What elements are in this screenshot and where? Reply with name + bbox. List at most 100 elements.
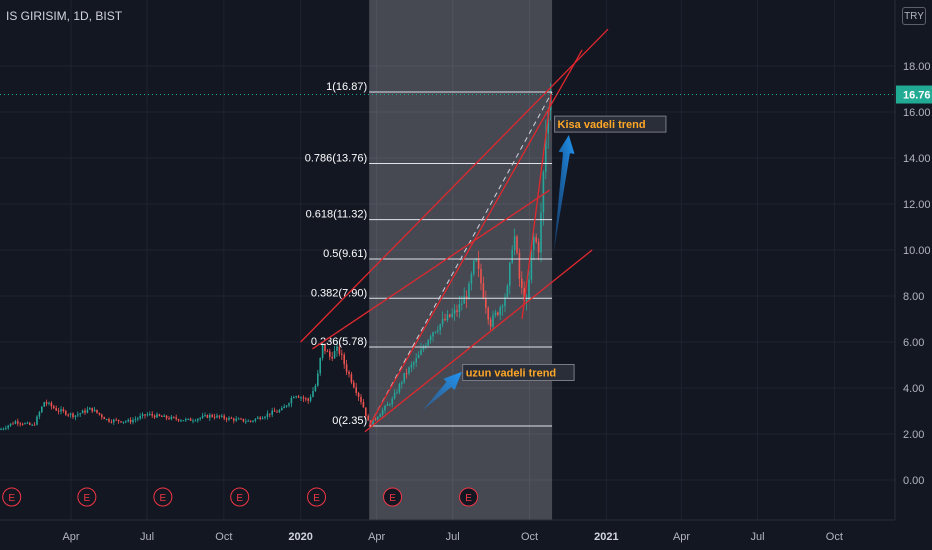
trend-annotations[interactable]: Kisa vadeli trend uzun vadeli trend — [462, 115, 667, 381]
candle-body — [422, 347, 425, 350]
earnings-event-marker[interactable] — [459, 487, 479, 507]
long-term-trend-arrow[interactable] — [421, 371, 462, 411]
candle-body — [139, 416, 141, 419]
earnings-event-marker[interactable] — [153, 487, 173, 507]
candle-body — [441, 318, 444, 325]
candle-body — [530, 249, 533, 280]
currency-button[interactable]: TRY — [902, 7, 926, 25]
short-term-trend-label-box[interactable] — [554, 115, 667, 133]
candle-body — [194, 420, 197, 422]
candle-body — [163, 415, 165, 417]
candle-body — [415, 358, 417, 363]
fib-level-label[interactable]: 0.618(11.32) — [306, 209, 368, 221]
long-term-trend-label-box[interactable] — [462, 364, 575, 381]
candle-body — [393, 392, 396, 399]
trend-arrows[interactable] — [421, 135, 575, 411]
fib-level-label[interactable]: 0(2.35) — [332, 415, 367, 427]
candle-body — [7, 425, 9, 428]
earnings-event-label[interactable]: E — [389, 493, 396, 504]
fib-level-label[interactable]: 0.382(7.90) — [311, 287, 367, 299]
candle-body — [141, 414, 144, 417]
candle-body — [24, 423, 26, 425]
earnings-event-label[interactable]: E — [236, 493, 243, 504]
candlestick-series — [0, 83, 552, 431]
candle-body — [26, 422, 29, 424]
candle-body — [271, 410, 273, 415]
candle-body — [501, 306, 504, 308]
x-tick-label: 2021 — [594, 531, 618, 543]
candle-body — [540, 212, 542, 253]
candle-body — [245, 421, 247, 423]
candle-body — [5, 427, 7, 429]
candle-body — [391, 398, 393, 405]
candle-body — [168, 418, 170, 420]
candle-body — [312, 390, 314, 397]
candle-body — [153, 415, 156, 418]
fib-level-label[interactable]: 0.236(5.78) — [311, 336, 367, 348]
short-term-trend-arrow[interactable] — [553, 135, 575, 253]
earnings-event-label[interactable]: E — [84, 493, 91, 504]
candle-body — [156, 414, 158, 418]
trend-line[interactable] — [300, 28, 609, 343]
fibonacci-retracement[interactable]: 1(16.87) 0.786(13.76) 0.618(11.32) 0.5(9.61… — [305, 81, 553, 427]
y-tick-label: 10.00 — [903, 245, 931, 257]
earnings-event-marker[interactable] — [230, 487, 250, 507]
candle-body — [377, 417, 379, 420]
candle-body — [470, 274, 473, 284]
candle-body — [449, 314, 451, 317]
earnings-event-label[interactable]: E — [313, 493, 320, 504]
trend-line[interactable] — [521, 93, 552, 320]
candle-body — [29, 422, 31, 425]
symbol-title[interactable]: IS GIRISIM, 1D, BIST — [6, 9, 123, 23]
earnings-event-label[interactable]: E — [8, 493, 15, 504]
candle-body — [180, 420, 182, 422]
candle-body — [182, 420, 185, 422]
candle-body — [324, 343, 326, 352]
candle-body — [485, 297, 487, 308]
trend-line[interactable] — [364, 249, 593, 433]
candle-body — [549, 97, 552, 111]
candle-body — [259, 417, 261, 420]
candle-body — [288, 403, 290, 406]
x-tick-label: Oct — [826, 531, 843, 543]
trend-lines[interactable] — [300, 28, 609, 433]
short-term-trend-label[interactable]: Kisa vadeli trend — [558, 119, 646, 131]
time-axis[interactable]: Apr Jul Oct 2020 Apr Jul Oct 2021 Apr Jul Oct — [0, 519, 895, 543]
candle-body — [518, 252, 521, 279]
earnings-event-marker[interactable] — [2, 487, 22, 507]
trend-line[interactable] — [312, 189, 550, 350]
fib-level-label[interactable]: 1(16.87) — [326, 81, 367, 93]
earnings-event-label[interactable]: E — [160, 493, 167, 504]
earnings-event-marker[interactable] — [383, 487, 403, 507]
earnings-event-label[interactable]: E — [465, 493, 472, 504]
trend-line[interactable] — [368, 49, 583, 427]
candle-body — [329, 351, 331, 357]
candle-body — [199, 417, 201, 419]
fib-level-label[interactable]: 0.5(9.61) — [323, 248, 367, 260]
candle-body — [158, 414, 161, 416]
candle-body — [79, 413, 81, 415]
candle-body — [305, 398, 307, 400]
candle-body — [129, 419, 132, 423]
fib-trend-line[interactable] — [368, 91, 553, 427]
candle-body — [321, 343, 324, 358]
long-term-trend-label[interactable]: uzun vadeli trend — [466, 368, 556, 380]
candle-body — [187, 418, 189, 420]
last-price-badge — [896, 85, 932, 104]
candle-body — [170, 416, 173, 420]
earnings-event-marker[interactable] — [77, 487, 97, 507]
candle-body — [189, 418, 192, 421]
candle-body — [206, 415, 209, 418]
candle-body — [482, 283, 485, 298]
x-tick-label: Apr — [673, 531, 690, 543]
earnings-event-marker[interactable] — [307, 487, 327, 507]
x-tick-label: Jul — [140, 531, 154, 543]
candle-body — [475, 259, 477, 261]
candle-body — [62, 409, 65, 412]
price-axis[interactable]: 0.00 2.00 4.00 6.00 8.00 10.00 12.00 14.00 16.00… — [894, 0, 931, 520]
candle-body — [535, 236, 537, 242]
candle-body — [151, 413, 153, 416]
fib-level-label[interactable]: 0.786(13.76) — [305, 153, 367, 165]
